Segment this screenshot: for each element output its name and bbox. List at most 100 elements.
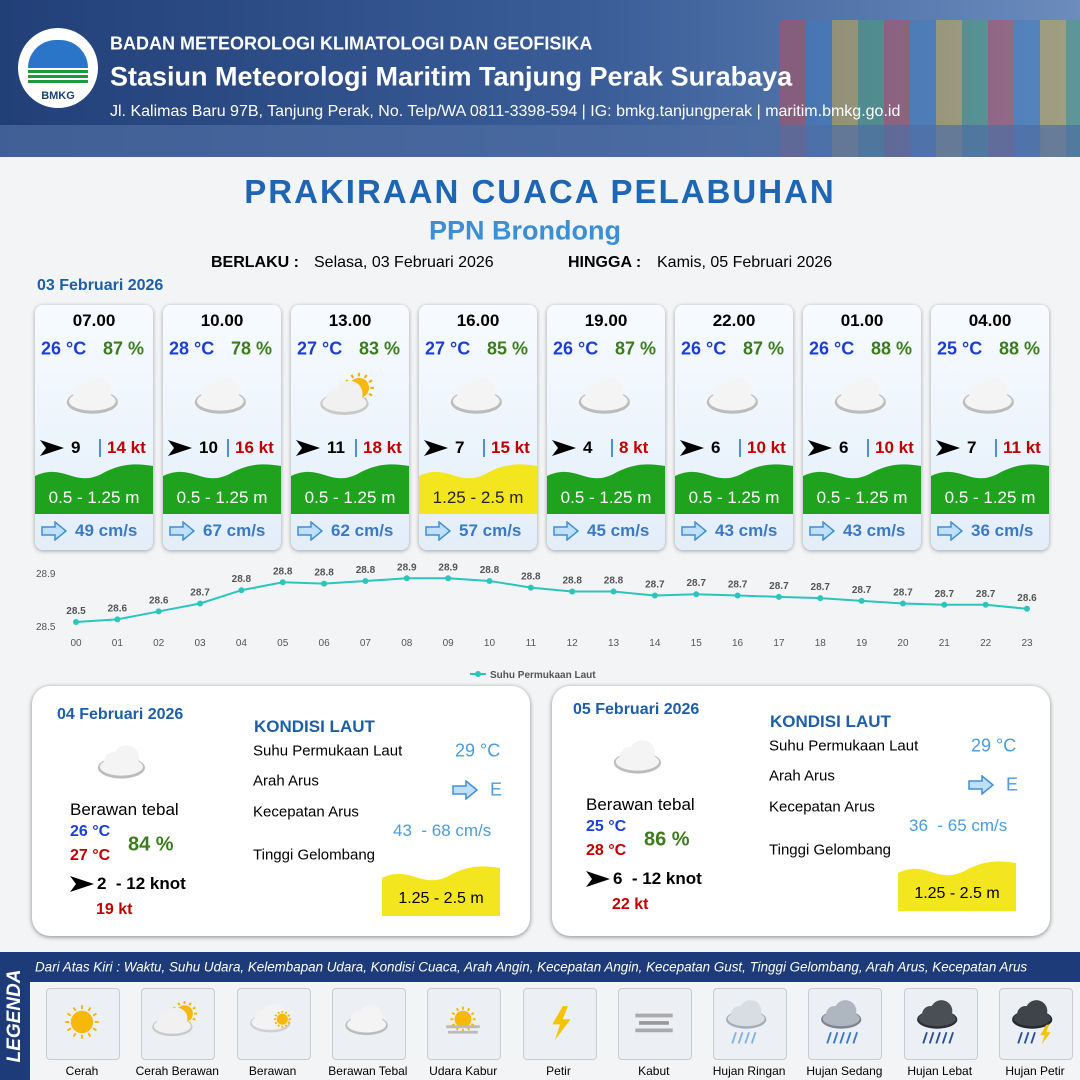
icon-part <box>345 1005 388 1036</box>
icon-part <box>826 1031 833 1044</box>
icon-part <box>72 1006 77 1012</box>
icon-part <box>968 774 995 796</box>
icon-part <box>274 1014 277 1017</box>
icon-part <box>92 1027 98 1032</box>
icon-part <box>675 464 793 514</box>
point <box>279 579 286 586</box>
title: PRAKIRAAN CUACA PELABUHAN <box>244 173 836 210</box>
humidity: 85 % <box>487 338 529 359</box>
sst: 29 °C <box>455 740 501 761</box>
data-label: 28.5 <box>66 606 86 617</box>
weather-icon <box>316 370 384 426</box>
icon-part <box>35 464 153 514</box>
gust: 10 kt <box>875 438 914 457</box>
icon-part <box>552 440 576 456</box>
icon-part <box>681 520 708 542</box>
humidity: 88 % <box>999 338 1041 359</box>
icon-part <box>450 377 502 414</box>
x-tick-label: 16 <box>732 638 744 649</box>
gust: 11 kt <box>1003 438 1041 457</box>
wave-height: 0.5 - 1.25 m <box>944 488 1036 507</box>
icon-part <box>70 876 94 892</box>
icon-part <box>586 871 610 887</box>
icon-part <box>276 1024 280 1027</box>
wave-shape <box>382 864 500 916</box>
icon-part <box>66 1012 72 1017</box>
humidity: 88 % <box>871 338 913 359</box>
point <box>775 593 782 600</box>
air-temp: 27 °C <box>297 338 343 359</box>
point <box>610 588 617 595</box>
icon-part <box>808 440 832 456</box>
data-label: 28.7 <box>190 587 210 598</box>
current-arrow <box>681 520 708 542</box>
weather-icon <box>816 998 872 1046</box>
wind-speed: 9 <box>71 438 81 457</box>
dir-label: Arah Arus <box>253 772 319 790</box>
humidity: 87 % <box>743 338 785 359</box>
sst-label: Suhu Permukaan Laut <box>769 737 919 755</box>
icon-part <box>852 1031 859 1044</box>
logo <box>18 28 98 108</box>
humidity: 84 % <box>128 833 174 856</box>
data-label: 28.8 <box>521 572 541 583</box>
point <box>651 592 658 599</box>
icon-part <box>163 464 281 514</box>
point <box>114 616 121 623</box>
icon-part <box>834 377 886 414</box>
current-arrow <box>553 520 580 542</box>
icon-part <box>937 520 964 542</box>
air-temp: 26 °C <box>681 338 727 359</box>
icon-part <box>68 391 116 411</box>
weather-icon <box>60 370 128 426</box>
wave-shape <box>35 462 153 514</box>
gust: 19 kt <box>96 901 133 918</box>
icon-part <box>1030 1031 1036 1044</box>
weather-icon <box>340 998 396 1046</box>
icon-part <box>194 377 246 414</box>
separator <box>611 439 613 457</box>
icon-part <box>846 1031 852 1044</box>
icon-part <box>675 464 793 514</box>
icon-part <box>898 861 1016 911</box>
data-label: 28.8 <box>314 568 334 579</box>
wave-shape <box>931 462 1049 514</box>
icon-part <box>196 391 244 411</box>
icon-part <box>467 1007 471 1012</box>
separator <box>483 439 485 457</box>
icon-part <box>731 1031 737 1044</box>
weather-icon <box>188 370 256 426</box>
weather-icon <box>531 998 587 1046</box>
wave-height: 0.5 - 1.25 m <box>304 488 396 507</box>
y-tick-label: 28.5 <box>36 622 56 633</box>
x-tick-label: 17 <box>773 638 785 649</box>
data-label: 28.7 <box>893 587 913 598</box>
wave-shape <box>291 462 409 514</box>
icon-part <box>1012 1000 1053 1029</box>
wind-speed: 7 <box>455 438 465 457</box>
icon-part <box>368 379 373 384</box>
legend-item: Hujan Petir <box>1005 1064 1065 1078</box>
icon-part <box>578 377 630 414</box>
logo-land <box>28 70 88 84</box>
separator <box>227 439 229 457</box>
icon-part <box>615 752 660 771</box>
current-speed: 67 cm/s <box>203 521 266 540</box>
day-date: 04 Februari 2026 <box>57 706 184 723</box>
air-temp: 27 °C <box>425 338 471 359</box>
banner-floor <box>0 125 1080 157</box>
x-tick-label: 12 <box>567 638 579 649</box>
current-arrow <box>968 774 995 796</box>
x-tick-label: 00 <box>70 638 82 649</box>
icon-part <box>962 377 1014 414</box>
icon-part <box>194 377 246 414</box>
icon-part <box>833 1031 839 1044</box>
data-label: 28.8 <box>232 574 252 585</box>
speed-label: Kecepatan Arus <box>253 803 359 821</box>
temp-max: 27 °C <box>70 847 111 864</box>
icon-part <box>284 1024 287 1027</box>
temp-min: 26 °C <box>70 823 111 840</box>
x-tick-label: 02 <box>153 638 165 649</box>
wind-speed: 11 <box>327 438 345 457</box>
icon-part <box>287 1014 290 1017</box>
